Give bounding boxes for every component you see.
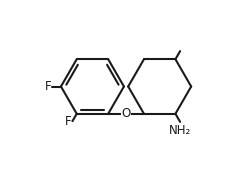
Text: NH₂: NH₂ [168,124,191,136]
Text: O: O [121,107,130,120]
Text: F: F [45,80,51,93]
Text: F: F [65,115,71,128]
